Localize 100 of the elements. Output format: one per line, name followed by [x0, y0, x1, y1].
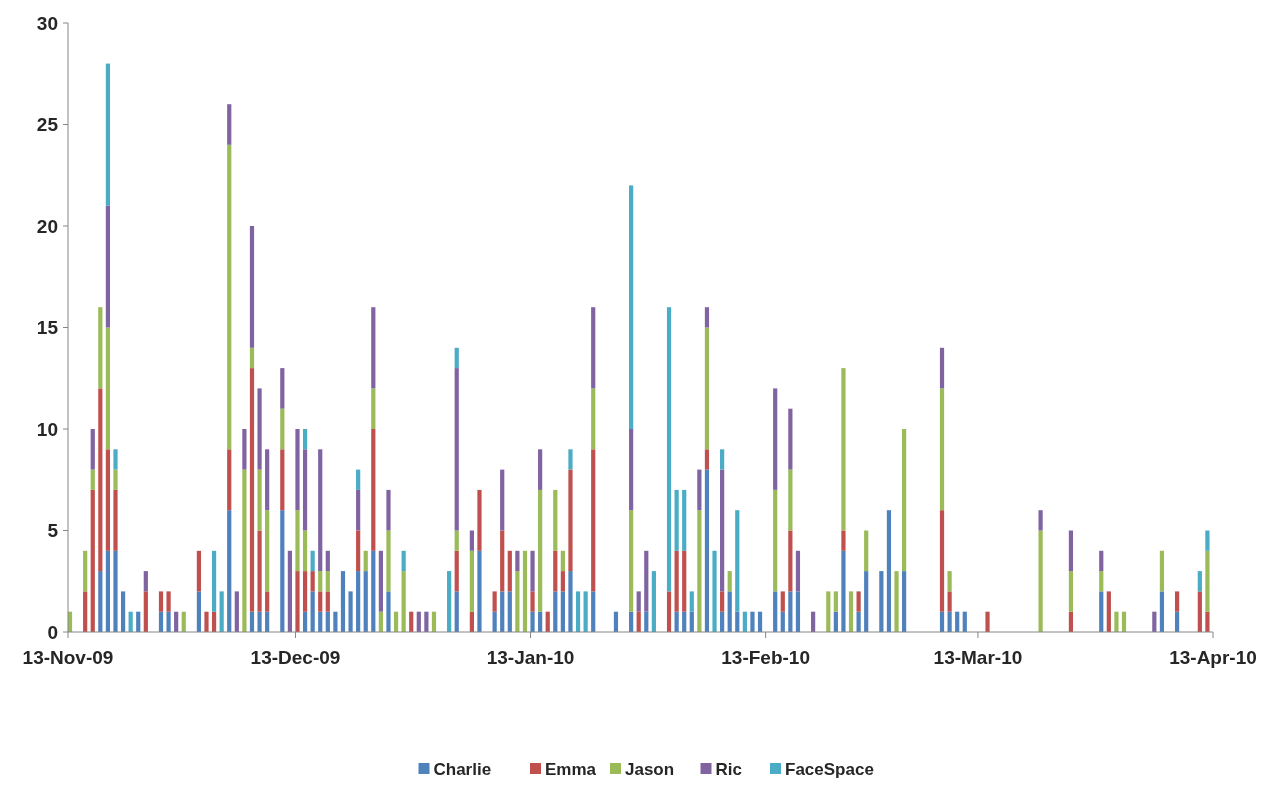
bar [196, 550, 202, 592]
bar [492, 591, 497, 612]
bar [697, 469, 702, 511]
bar [902, 429, 907, 572]
bar [1114, 611, 1119, 632]
bar [697, 510, 702, 632]
bar [166, 591, 171, 612]
bar [560, 550, 565, 572]
bar [795, 591, 801, 632]
x-tick-label: 13-Jan-10 [486, 647, 575, 668]
bar [583, 591, 588, 632]
bar [280, 408, 285, 450]
bar [325, 571, 330, 592]
bar [257, 530, 262, 612]
bar [712, 550, 717, 632]
bar [113, 469, 118, 490]
bar [356, 489, 361, 531]
bar [249, 368, 255, 612]
bar [864, 530, 869, 572]
bar [530, 550, 535, 592]
bar [295, 571, 300, 632]
bar [985, 611, 990, 632]
bar [120, 591, 126, 632]
bar [788, 469, 793, 531]
bar [143, 591, 148, 632]
bar [113, 550, 118, 632]
bar [773, 591, 778, 632]
bar [629, 510, 634, 612]
bar [249, 226, 255, 348]
x-tick-label: 13-Feb-10 [721, 647, 810, 668]
bar [295, 510, 300, 572]
bar [356, 571, 361, 632]
bar [1197, 571, 1202, 592]
bar [666, 307, 672, 592]
bar [158, 591, 164, 612]
bar [507, 591, 512, 632]
bar [591, 591, 596, 632]
bar [515, 571, 520, 632]
bar [98, 307, 103, 389]
bar [727, 591, 732, 632]
legend-label: Jason [625, 760, 675, 779]
bar [568, 469, 573, 572]
bar [947, 571, 952, 592]
bar [902, 571, 907, 632]
bar [879, 571, 884, 632]
bar [939, 347, 945, 389]
bar [98, 571, 103, 632]
bar [1197, 591, 1202, 632]
bar [447, 571, 452, 632]
y-tick-label: 15 [36, 317, 59, 339]
bar [265, 510, 270, 592]
bar [318, 591, 323, 612]
bar [939, 388, 945, 511]
bar [788, 591, 793, 632]
bar [454, 368, 459, 531]
bar [318, 449, 323, 572]
bar [500, 469, 505, 531]
bar [636, 591, 641, 612]
bar [371, 550, 376, 632]
y-tick-label: 0 [47, 621, 58, 643]
bar [348, 591, 353, 632]
bar [720, 449, 725, 470]
bar [735, 510, 740, 612]
bar [720, 469, 725, 592]
bar [105, 205, 111, 328]
bar [750, 611, 755, 632]
bar [720, 591, 725, 612]
bar [575, 591, 581, 632]
bar [674, 489, 679, 551]
bar [83, 591, 88, 632]
bar [1106, 591, 1111, 632]
bar [340, 571, 346, 632]
bar [629, 185, 634, 429]
bar [371, 429, 376, 551]
bar [105, 63, 111, 206]
bar [249, 347, 255, 369]
bar [219, 591, 224, 632]
bar [773, 388, 778, 490]
bar [454, 347, 459, 369]
bar [98, 388, 103, 572]
bar [211, 550, 217, 612]
bar [325, 591, 330, 612]
bar [522, 550, 528, 632]
x-tick-label: 13-Apr-10 [1169, 647, 1257, 668]
bar [704, 469, 710, 632]
bar [629, 429, 634, 511]
bar [1099, 571, 1104, 592]
bar [363, 571, 368, 632]
bar [302, 571, 308, 612]
bar [560, 591, 565, 632]
bar [113, 449, 118, 470]
x-tick-label: 13-Mar-10 [933, 647, 1023, 668]
bar [280, 449, 285, 511]
bar [856, 591, 861, 612]
bar [105, 550, 111, 632]
bar [864, 571, 869, 632]
bar [553, 550, 558, 592]
bar [196, 591, 202, 632]
legend-label: Ric [715, 760, 742, 779]
bar [826, 591, 831, 632]
